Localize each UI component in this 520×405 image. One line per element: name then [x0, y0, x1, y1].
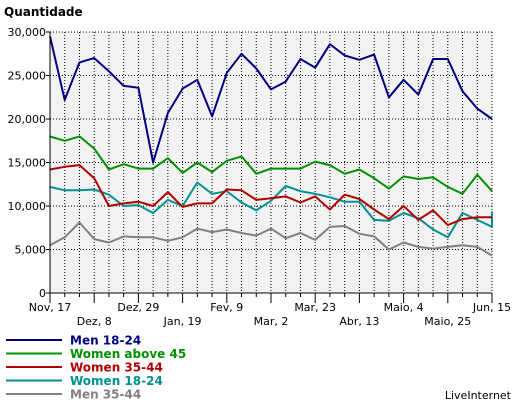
- series-line: [49, 164, 492, 227]
- plot-area: [50, 32, 492, 293]
- legend-label: Men 18-24: [70, 334, 141, 348]
- x-tick-label: Maio, 25: [424, 315, 471, 328]
- x-tick-label: Mar, 2: [254, 315, 289, 328]
- y-ticks: 0 5,000 10,000 15,000 20,000 25,000 30,000: [8, 26, 50, 300]
- legend-label: Women 18-24: [70, 374, 163, 388]
- x-tick-label: Dez, 29: [117, 301, 159, 314]
- y-tick-label: 25,000: [8, 70, 47, 83]
- legend-label: Women 35-44: [70, 361, 163, 375]
- series-line: [49, 181, 493, 239]
- series-line: [49, 36, 493, 164]
- y-tick-label: 5,000: [15, 244, 47, 257]
- x-tick-label: Mar, 23: [294, 301, 336, 314]
- y-tick-label: 0: [39, 287, 46, 300]
- y-tick-label: 10,000: [8, 200, 47, 213]
- x-tick-label: Jan, 19: [163, 315, 202, 328]
- x-tick-label: Nov, 17: [29, 301, 71, 314]
- x-tick-label: Jun, 15: [472, 301, 511, 314]
- footer-label: LiveInternet: [445, 389, 512, 402]
- series-layer: [49, 36, 493, 257]
- y-tick-label: 20,000: [8, 113, 47, 126]
- series-line: [49, 135, 493, 195]
- legend-label: Women above 45: [70, 347, 186, 361]
- y-axis-label: Quantidade: [4, 5, 83, 19]
- x-ticks: Nov, 17 Dez, 29 Fev, 9 Mar, 23 Maio, 4 Jun, 1…: [29, 293, 511, 328]
- x-tick-label: Dez, 8: [77, 315, 112, 328]
- y-tick-label: 30,000: [8, 26, 47, 39]
- legend-label: Men 35-44: [70, 388, 141, 402]
- x-tick-label: Abr, 13: [339, 315, 379, 328]
- x-tick-label: Fev, 9: [210, 301, 243, 314]
- series-line: [49, 221, 493, 257]
- x-tick-label: Maio, 4: [384, 301, 424, 314]
- y-tick-label: 15,000: [8, 157, 47, 170]
